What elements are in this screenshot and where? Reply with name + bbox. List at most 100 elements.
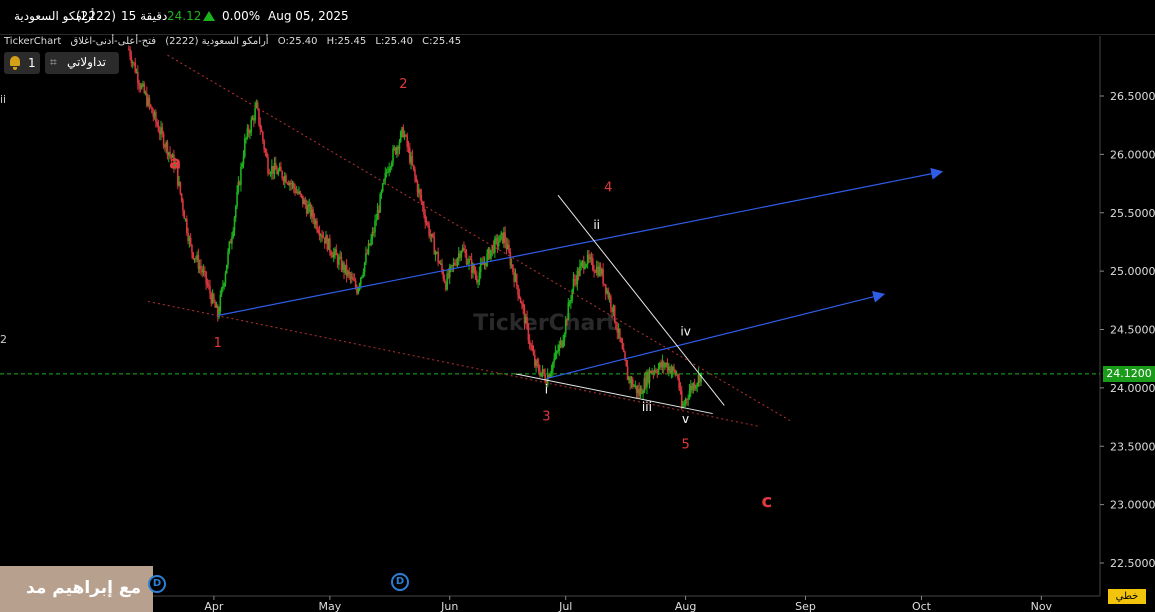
- candle-body: [427, 222, 429, 225]
- dividend-badge[interactable]: D: [391, 573, 409, 591]
- candle-body: [128, 49, 130, 51]
- candle-body: [353, 280, 356, 282]
- candle-body: [437, 251, 439, 263]
- candle-body: [675, 374, 678, 376]
- candle-body: [147, 97, 149, 106]
- candle-body: [566, 319, 568, 321]
- candle-body: [259, 124, 262, 130]
- candle-body: [619, 328, 621, 339]
- candle-body: [341, 263, 344, 270]
- candle-body: [144, 92, 147, 94]
- candle-body: [348, 271, 350, 275]
- candle-body: [617, 328, 620, 333]
- candle-body: [339, 256, 341, 258]
- candle-body: [174, 163, 176, 168]
- candle-body: [553, 358, 555, 363]
- candle-body: [220, 288, 223, 295]
- candle-body: [402, 127, 405, 138]
- candle-body: [276, 169, 278, 175]
- candle-body: [581, 261, 584, 263]
- chart-type-button[interactable]: خطي: [1108, 589, 1146, 604]
- candle-body: [519, 298, 522, 304]
- candle-body: [615, 322, 617, 329]
- candle-body: [630, 379, 633, 384]
- candle-body: [156, 121, 158, 126]
- candle-body: [541, 369, 544, 373]
- candle-body: [655, 370, 657, 373]
- candle-body: [387, 171, 389, 173]
- candle-body: [305, 205, 308, 214]
- candle-body: [340, 256, 343, 270]
- wedge-line: [515, 373, 713, 415]
- alerts-count: 1: [28, 56, 36, 70]
- candle-body: [536, 360, 539, 364]
- candle-body: [476, 275, 478, 283]
- candle-body: [213, 293, 215, 302]
- candle-body: [366, 253, 369, 255]
- candle-body: [187, 232, 189, 242]
- candle-body: [283, 175, 286, 182]
- candle-body: [514, 274, 517, 282]
- candle-body: [299, 191, 302, 194]
- candle-body: [393, 147, 396, 149]
- wave-label: 1: [214, 336, 222, 351]
- candle-body: [300, 193, 303, 196]
- candle-body: [135, 71, 138, 73]
- candle-body: [644, 378, 647, 388]
- candle-body: [285, 175, 287, 183]
- candle-body: [499, 235, 501, 243]
- candle-body: [362, 272, 365, 276]
- wave-label: 5: [681, 438, 689, 453]
- y-tick-label: 25.5000: [1110, 207, 1155, 220]
- candle-body: [332, 252, 335, 258]
- candle-body: [308, 204, 311, 207]
- channel-line: [546, 290, 886, 380]
- candle-body: [682, 404, 684, 408]
- candle-body: [686, 399, 688, 401]
- candle-body: [603, 283, 606, 285]
- candle-body: [482, 262, 485, 265]
- candle-body: [394, 147, 397, 154]
- candle-body: [465, 253, 468, 265]
- candle-body: [535, 360, 537, 367]
- alerts-button[interactable]: 1: [4, 52, 40, 74]
- interval[interactable]: 15 دقيقة: [121, 9, 168, 23]
- candle-body: [272, 165, 274, 174]
- candle-body: [559, 340, 562, 345]
- x-tick-label: Jul: [558, 600, 572, 612]
- candle-body: [697, 374, 700, 384]
- candle-body: [371, 232, 374, 239]
- candle-body: [693, 383, 696, 389]
- candle-body: [352, 277, 354, 281]
- candle-body: [561, 340, 563, 348]
- candle-body: [274, 163, 277, 170]
- wave-label: c: [761, 491, 772, 512]
- watchlist-button[interactable]: ⌗ تداولاتي: [45, 52, 119, 74]
- candle-body: [250, 119, 253, 133]
- candle-body: [349, 274, 352, 279]
- candle-body: [660, 362, 662, 368]
- candle-body: [439, 263, 442, 265]
- candle-body: [376, 209, 379, 221]
- candle-body: [222, 286, 224, 289]
- candle-body: [580, 262, 582, 266]
- candle-body: [504, 232, 506, 244]
- candle-body: [430, 233, 433, 237]
- candle-body: [383, 179, 385, 184]
- candle-body: [189, 237, 192, 245]
- candle-body: [370, 238, 372, 246]
- candle-body: [206, 283, 209, 286]
- candle-body: [146, 92, 148, 106]
- candle-body: [446, 273, 448, 290]
- candle-body: [678, 377, 680, 389]
- candle-body: [155, 112, 157, 122]
- candle-body: [369, 243, 371, 246]
- candle-body: [497, 242, 500, 247]
- y-tick-label: 24.0000: [1110, 382, 1155, 395]
- wave-label: 3: [542, 410, 550, 425]
- candle-body: [456, 258, 459, 266]
- candle-body: [696, 383, 698, 386]
- dividend-badge[interactable]: D: [148, 575, 166, 593]
- candle-body: [360, 277, 362, 285]
